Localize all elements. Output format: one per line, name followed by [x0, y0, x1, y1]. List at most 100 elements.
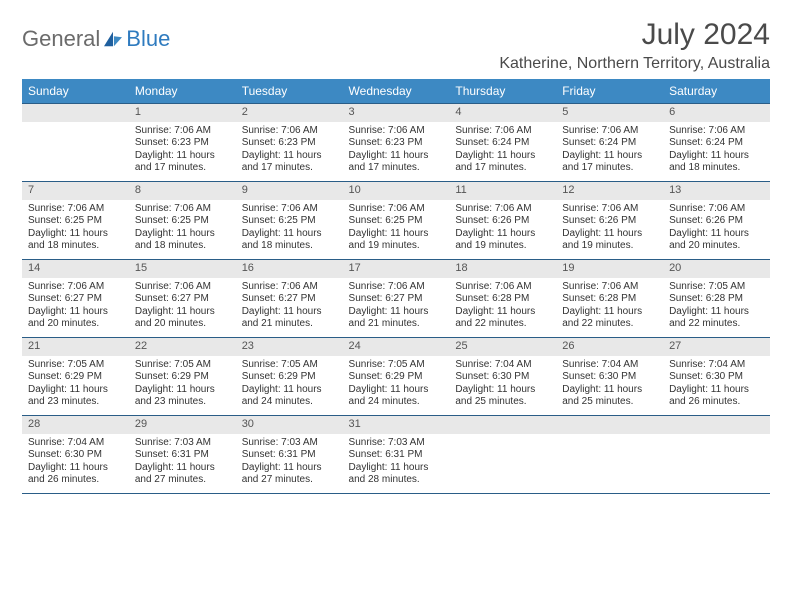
- day-number: 28: [22, 416, 129, 434]
- calendar-row: 1Sunrise: 7:06 AMSunset: 6:23 PMDaylight…: [22, 104, 770, 182]
- daylight-text-1: Daylight: 11 hours: [349, 150, 444, 163]
- sunrise-text: Sunrise: 7:06 AM: [242, 281, 337, 294]
- daylight-text-2: and 22 minutes.: [669, 318, 764, 331]
- daylight-text-2: and 19 minutes.: [455, 240, 550, 253]
- calendar-cell: [449, 416, 556, 494]
- sunrise-text: Sunrise: 7:06 AM: [242, 125, 337, 138]
- daylight-text-2: and 18 minutes.: [135, 240, 230, 253]
- daylight-text-1: Daylight: 11 hours: [455, 384, 550, 397]
- daylight-text-1: Daylight: 11 hours: [349, 462, 444, 475]
- sunset-text: Sunset: 6:26 PM: [455, 215, 550, 228]
- day-number: 4: [449, 104, 556, 122]
- calendar-cell: 23Sunrise: 7:05 AMSunset: 6:29 PMDayligh…: [236, 338, 343, 416]
- sunset-text: Sunset: 6:25 PM: [349, 215, 444, 228]
- sunset-text: Sunset: 6:27 PM: [242, 293, 337, 306]
- daylight-text-1: Daylight: 11 hours: [242, 462, 337, 475]
- day-number: 17: [343, 260, 450, 278]
- daylight-text-2: and 19 minutes.: [562, 240, 657, 253]
- weekday-header: Friday: [556, 79, 663, 104]
- daylight-text-1: Daylight: 11 hours: [669, 306, 764, 319]
- day-details: Sunrise: 7:05 AMSunset: 6:29 PMDaylight:…: [22, 356, 129, 413]
- daylight-text-2: and 21 minutes.: [349, 318, 444, 331]
- day-number: 11: [449, 182, 556, 200]
- daylight-text-2: and 17 minutes.: [562, 162, 657, 175]
- calendar-cell: 27Sunrise: 7:04 AMSunset: 6:30 PMDayligh…: [663, 338, 770, 416]
- sunrise-text: Sunrise: 7:06 AM: [135, 125, 230, 138]
- daylight-text-2: and 20 minutes.: [669, 240, 764, 253]
- sunset-text: Sunset: 6:30 PM: [28, 449, 123, 462]
- daylight-text-2: and 24 minutes.: [242, 396, 337, 409]
- calendar-cell: 26Sunrise: 7:04 AMSunset: 6:30 PMDayligh…: [556, 338, 663, 416]
- calendar-cell: 29Sunrise: 7:03 AMSunset: 6:31 PMDayligh…: [129, 416, 236, 494]
- sunrise-text: Sunrise: 7:04 AM: [562, 359, 657, 372]
- day-details: Sunrise: 7:06 AMSunset: 6:26 PMDaylight:…: [663, 200, 770, 257]
- daylight-text-1: Daylight: 11 hours: [135, 150, 230, 163]
- calendar-row: 21Sunrise: 7:05 AMSunset: 6:29 PMDayligh…: [22, 338, 770, 416]
- sunrise-text: Sunrise: 7:06 AM: [562, 281, 657, 294]
- day-details: Sunrise: 7:06 AMSunset: 6:25 PMDaylight:…: [236, 200, 343, 257]
- sunset-text: Sunset: 6:23 PM: [135, 137, 230, 150]
- sunrise-text: Sunrise: 7:05 AM: [28, 359, 123, 372]
- sunset-text: Sunset: 6:31 PM: [242, 449, 337, 462]
- day-details: Sunrise: 7:05 AMSunset: 6:29 PMDaylight:…: [343, 356, 450, 413]
- daylight-text-1: Daylight: 11 hours: [28, 384, 123, 397]
- daylight-text-2: and 17 minutes.: [242, 162, 337, 175]
- daylight-text-1: Daylight: 11 hours: [669, 384, 764, 397]
- day-details: Sunrise: 7:04 AMSunset: 6:30 PMDaylight:…: [556, 356, 663, 413]
- sunrise-text: Sunrise: 7:04 AM: [669, 359, 764, 372]
- day-details: Sunrise: 7:03 AMSunset: 6:31 PMDaylight:…: [236, 434, 343, 491]
- calendar-cell: 12Sunrise: 7:06 AMSunset: 6:26 PMDayligh…: [556, 182, 663, 260]
- day-number: 30: [236, 416, 343, 434]
- sunset-text: Sunset: 6:27 PM: [349, 293, 444, 306]
- sunset-text: Sunset: 6:30 PM: [562, 371, 657, 384]
- day-details: Sunrise: 7:04 AMSunset: 6:30 PMDaylight:…: [449, 356, 556, 413]
- daylight-text-2: and 17 minutes.: [135, 162, 230, 175]
- daylight-text-1: Daylight: 11 hours: [28, 306, 123, 319]
- day-number: 3: [343, 104, 450, 122]
- day-details: Sunrise: 7:06 AMSunset: 6:23 PMDaylight:…: [343, 122, 450, 179]
- daylight-text-1: Daylight: 11 hours: [242, 228, 337, 241]
- calendar-cell: 30Sunrise: 7:03 AMSunset: 6:31 PMDayligh…: [236, 416, 343, 494]
- day-details: Sunrise: 7:06 AMSunset: 6:23 PMDaylight:…: [129, 122, 236, 179]
- calendar-cell: 17Sunrise: 7:06 AMSunset: 6:27 PMDayligh…: [343, 260, 450, 338]
- day-number-empty: [22, 104, 129, 122]
- daylight-text-1: Daylight: 11 hours: [242, 150, 337, 163]
- day-number: 14: [22, 260, 129, 278]
- daylight-text-2: and 18 minutes.: [669, 162, 764, 175]
- calendar-cell: 8Sunrise: 7:06 AMSunset: 6:25 PMDaylight…: [129, 182, 236, 260]
- calendar-cell: 28Sunrise: 7:04 AMSunset: 6:30 PMDayligh…: [22, 416, 129, 494]
- daylight-text-2: and 20 minutes.: [28, 318, 123, 331]
- sunset-text: Sunset: 6:24 PM: [455, 137, 550, 150]
- header: General Blue July 2024 Katherine, Northe…: [22, 18, 770, 73]
- sunrise-text: Sunrise: 7:06 AM: [135, 281, 230, 294]
- day-number: 26: [556, 338, 663, 356]
- day-number: 6: [663, 104, 770, 122]
- day-details: Sunrise: 7:06 AMSunset: 6:24 PMDaylight:…: [449, 122, 556, 179]
- weekday-header: Sunday: [22, 79, 129, 104]
- daylight-text-1: Daylight: 11 hours: [562, 306, 657, 319]
- calendar-cell: 7Sunrise: 7:06 AMSunset: 6:25 PMDaylight…: [22, 182, 129, 260]
- day-details: Sunrise: 7:05 AMSunset: 6:29 PMDaylight:…: [236, 356, 343, 413]
- page-title: July 2024: [499, 18, 770, 51]
- calendar-cell: 25Sunrise: 7:04 AMSunset: 6:30 PMDayligh…: [449, 338, 556, 416]
- daylight-text-1: Daylight: 11 hours: [562, 228, 657, 241]
- calendar-cell: 16Sunrise: 7:06 AMSunset: 6:27 PMDayligh…: [236, 260, 343, 338]
- calendar-cell: 21Sunrise: 7:05 AMSunset: 6:29 PMDayligh…: [22, 338, 129, 416]
- daylight-text-1: Daylight: 11 hours: [669, 228, 764, 241]
- calendar-cell: [663, 416, 770, 494]
- day-details: Sunrise: 7:03 AMSunset: 6:31 PMDaylight:…: [343, 434, 450, 491]
- daylight-text-2: and 24 minutes.: [349, 396, 444, 409]
- calendar-row: 28Sunrise: 7:04 AMSunset: 6:30 PMDayligh…: [22, 416, 770, 494]
- sunset-text: Sunset: 6:26 PM: [562, 215, 657, 228]
- daylight-text-2: and 27 minutes.: [242, 474, 337, 487]
- sunrise-text: Sunrise: 7:05 AM: [242, 359, 337, 372]
- weekday-header: Monday: [129, 79, 236, 104]
- daylight-text-1: Daylight: 11 hours: [349, 228, 444, 241]
- daylight-text-2: and 23 minutes.: [135, 396, 230, 409]
- calendar-cell: 3Sunrise: 7:06 AMSunset: 6:23 PMDaylight…: [343, 104, 450, 182]
- calendar-cell: 13Sunrise: 7:06 AMSunset: 6:26 PMDayligh…: [663, 182, 770, 260]
- calendar-cell: 19Sunrise: 7:06 AMSunset: 6:28 PMDayligh…: [556, 260, 663, 338]
- sunrise-text: Sunrise: 7:06 AM: [28, 281, 123, 294]
- day-details: Sunrise: 7:05 AMSunset: 6:28 PMDaylight:…: [663, 278, 770, 335]
- sunrise-text: Sunrise: 7:05 AM: [669, 281, 764, 294]
